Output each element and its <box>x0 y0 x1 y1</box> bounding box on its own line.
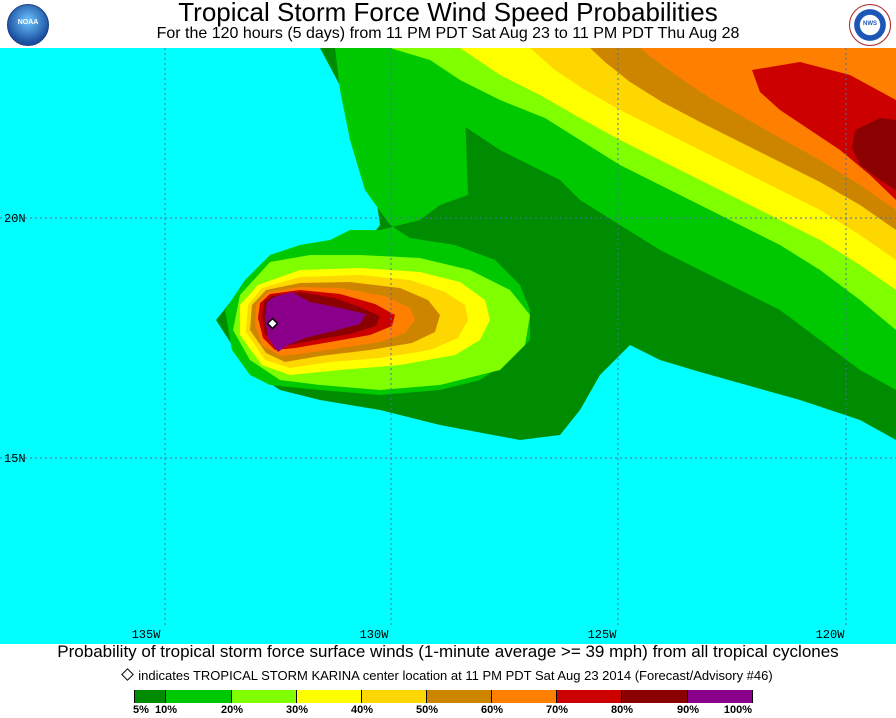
legend-label: 70% <box>545 704 569 716</box>
legend-swatch <box>362 690 427 703</box>
lon-label-120w: 120W <box>816 628 846 642</box>
legend-label: 30% <box>285 704 309 716</box>
map-caption: Probability of tropical storm force surf… <box>57 642 839 661</box>
legend-swatch <box>134 690 166 703</box>
legend-label: 60% <box>480 704 504 716</box>
lon-label-130w: 130W <box>360 628 390 642</box>
header: NOAA Tropical Storm Force Wind Speed Pro… <box>0 0 896 48</box>
legend-swatch <box>166 690 232 703</box>
lon-label-125w: 125W <box>588 628 618 642</box>
diamond-legend-icon <box>121 668 135 681</box>
legend-swatch <box>557 690 622 703</box>
storm-center-diamond-icon <box>266 317 279 330</box>
legend-swatch <box>232 690 297 703</box>
contour-50-percent <box>250 48 896 362</box>
nws-logo-icon: NWS <box>849 4 891 46</box>
noaa-logo-icon: NOAA <box>7 4 49 46</box>
nws-logo-text: NWS <box>863 21 877 27</box>
page-title: Tropical Storm Force Wind Speed Probabil… <box>178 0 718 27</box>
page-subtitle: For the 120 hours (5 days) from 11 PM PD… <box>156 25 740 42</box>
legend-color-bar <box>134 690 753 703</box>
legend-swatch <box>297 690 362 703</box>
legend-label: 10% <box>154 704 178 716</box>
legend-label: 40% <box>350 704 374 716</box>
legend-label: 100% <box>723 704 753 716</box>
legend-swatch <box>622 690 688 703</box>
legend-label: 90% <box>676 704 700 716</box>
legend-label: 50% <box>415 704 439 716</box>
legend-labels: 5% 10% 20% 30% 40% 50% 60% 70% 80% 90% 100% <box>0 704 896 718</box>
lat-label-15n: 15N <box>4 452 26 466</box>
legend-label: 80% <box>610 704 634 716</box>
legend-label: 20% <box>220 704 244 716</box>
legend-label: 5% <box>133 704 149 716</box>
legend-swatch <box>688 690 753 703</box>
contour-90-percent <box>265 292 366 352</box>
storm-marker-caption: indicates TROPICAL STORM KARINA center l… <box>0 668 896 684</box>
legend-swatch <box>492 690 557 703</box>
lon-label-135w: 135W <box>132 628 162 642</box>
storm-marker-text: indicates TROPICAL STORM KARINA center l… <box>138 668 773 683</box>
lat-label-20n: 20N <box>4 212 26 226</box>
legend-swatch <box>427 690 492 703</box>
noaa-logo-text: NOAA <box>17 19 39 26</box>
probability-map: 20N 15N 135W 130W 125W 120W <box>0 48 896 644</box>
